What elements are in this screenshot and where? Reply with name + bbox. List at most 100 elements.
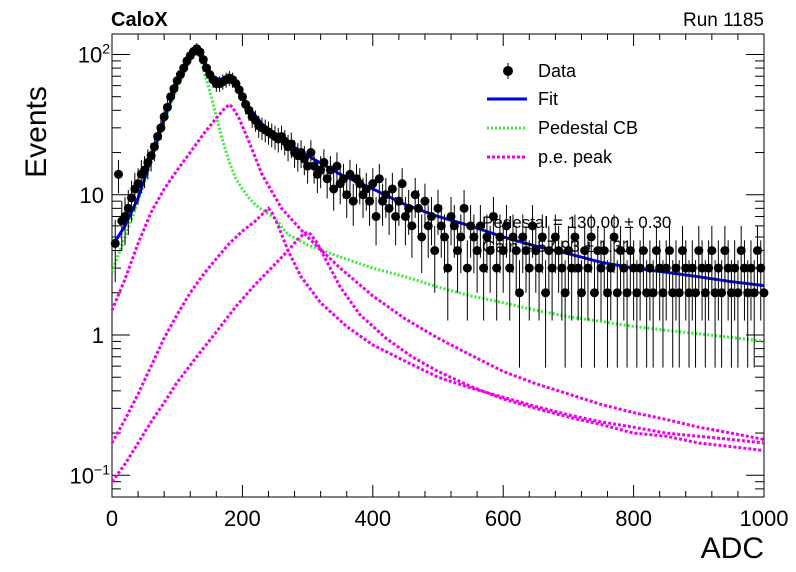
- data-point: [332, 161, 342, 171]
- data-point: [759, 288, 769, 298]
- data-point: [704, 263, 714, 273]
- data-point: [560, 288, 570, 298]
- data-point: [612, 288, 622, 298]
- data-point: [547, 263, 557, 273]
- data-point: [338, 174, 348, 184]
- data-point: [717, 288, 727, 298]
- data-point: [482, 232, 492, 242]
- data-point: [616, 246, 626, 256]
- data-point: [550, 232, 560, 242]
- legend-item-fit: Fit: [487, 89, 558, 109]
- data-point: [563, 246, 573, 256]
- data-point: [459, 203, 469, 213]
- data-point: [557, 263, 567, 273]
- data-point: [668, 288, 678, 298]
- data-point: [433, 203, 443, 213]
- data-point: [355, 179, 365, 189]
- data-point: [651, 246, 661, 256]
- data-point: [342, 190, 352, 200]
- x-tick-label: 600: [485, 506, 522, 531]
- data-point: [361, 184, 371, 194]
- x-tick-label: 400: [354, 506, 391, 531]
- data-point: [642, 288, 652, 298]
- data-point: [404, 203, 414, 213]
- run-label: Run 1185: [683, 10, 764, 31]
- data-point: [687, 263, 697, 273]
- data-point: [576, 288, 586, 298]
- data-point: [443, 263, 453, 273]
- data-point: [453, 246, 463, 256]
- data-point: [720, 246, 730, 256]
- x-tick-label: 1000: [740, 506, 789, 531]
- data-point: [573, 263, 583, 273]
- data-point: [426, 211, 436, 221]
- data-point: [234, 85, 244, 95]
- data-point: [684, 288, 694, 298]
- data-point: [120, 211, 130, 221]
- data-point: [195, 47, 205, 57]
- data-point: [485, 246, 495, 256]
- data-point: [518, 232, 528, 242]
- data-point: [423, 221, 433, 231]
- data-point: [123, 203, 133, 213]
- legend-data-marker: [503, 66, 513, 76]
- data-point: [492, 263, 502, 273]
- legend-label-pedestal: Pedestal CB: [538, 118, 638, 138]
- data-point: [534, 263, 544, 273]
- data-point: [648, 288, 658, 298]
- data-point: [495, 232, 505, 242]
- data-point: [387, 184, 397, 194]
- data-point: [140, 165, 150, 175]
- data-point: [736, 246, 746, 256]
- data-point: [599, 246, 609, 256]
- data-point: [554, 246, 564, 256]
- data-point: [625, 246, 635, 256]
- data-point: [198, 55, 208, 65]
- data-point: [521, 246, 531, 256]
- data-point: [133, 179, 143, 189]
- legend-label-data: Data: [538, 61, 577, 81]
- data-point: [580, 246, 590, 256]
- data-point: [153, 132, 163, 142]
- data-point: [472, 246, 482, 256]
- x-tick-label: 200: [224, 506, 261, 531]
- y-axis-title: Events: [20, 86, 53, 178]
- data-point: [407, 221, 417, 231]
- data-point: [449, 221, 459, 231]
- data-point: [488, 211, 498, 221]
- data-point: [694, 246, 704, 256]
- data-point: [511, 246, 521, 256]
- data-point: [583, 263, 593, 273]
- fit-text-gain: Gain = 57.93 ± 1.31: [482, 237, 632, 256]
- data-point: [632, 288, 642, 298]
- data-point: [544, 246, 554, 256]
- data-point: [306, 148, 316, 158]
- data-point: [309, 161, 319, 171]
- data-point: [156, 123, 166, 133]
- data-point: [159, 112, 169, 122]
- data-point: [384, 203, 394, 213]
- x-tick-label: 0: [106, 506, 118, 531]
- data-point: [524, 263, 534, 273]
- data-point: [475, 221, 485, 231]
- y-tick-label: 10: [80, 183, 104, 208]
- data-point: [391, 211, 401, 221]
- data-point: [756, 263, 766, 273]
- pe-peak-curve: [110, 102, 765, 441]
- data-point: [629, 263, 639, 273]
- data-point: [528, 221, 538, 231]
- data-point: [609, 232, 619, 242]
- data-point: [325, 165, 335, 175]
- data-point: [329, 184, 339, 194]
- data-point: [479, 263, 489, 273]
- data-point: [635, 263, 645, 273]
- data-point: [678, 246, 687, 256]
- data-point: [655, 263, 665, 273]
- data-point: [462, 263, 472, 273]
- data-point: [710, 288, 720, 298]
- data-point: [146, 151, 156, 161]
- data-point: [746, 263, 756, 273]
- data-point: [661, 263, 671, 273]
- data-point: [664, 246, 674, 256]
